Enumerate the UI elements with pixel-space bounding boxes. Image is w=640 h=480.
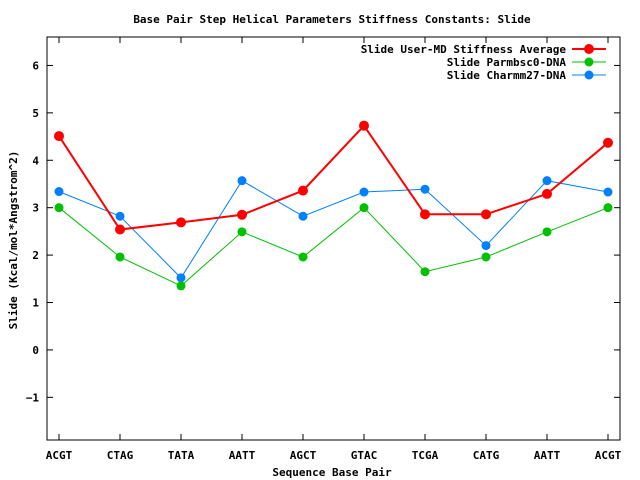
x-tick-label: TATA xyxy=(168,449,195,462)
x-tick-label: ACGT xyxy=(595,449,622,462)
data-point xyxy=(359,203,369,213)
series-layer xyxy=(54,120,613,291)
y-tick-label: 1 xyxy=(32,297,39,310)
y-tick-label: 2 xyxy=(32,249,39,262)
legend-label: Slide Parmbsc0-DNA xyxy=(447,56,567,69)
data-point xyxy=(298,211,308,221)
data-point xyxy=(420,209,430,220)
data-point xyxy=(54,131,64,142)
series-3 xyxy=(54,176,613,283)
x-tick-label: ACGT xyxy=(46,449,73,462)
x-tick-label: AATT xyxy=(229,449,256,462)
data-point xyxy=(298,185,308,196)
data-point xyxy=(603,187,613,197)
data-point xyxy=(481,252,491,262)
data-point xyxy=(481,241,491,251)
data-point xyxy=(359,187,369,197)
data-point xyxy=(420,267,430,277)
y-tick-label: 3 xyxy=(32,202,39,215)
y-tick-label: 6 xyxy=(32,59,39,72)
data-point xyxy=(54,187,64,197)
chart-title: Base Pair Step Helical Parameters Stiffn… xyxy=(133,13,531,26)
series-2 xyxy=(54,203,613,291)
y-tick-label: −1 xyxy=(26,391,40,404)
data-point xyxy=(542,227,552,237)
legend-marker xyxy=(584,57,594,67)
data-point xyxy=(176,217,186,228)
data-point xyxy=(298,252,308,262)
legend-label: Slide Charmm27-DNA xyxy=(447,69,567,82)
series-line xyxy=(58,207,609,287)
plot-axes: −1 0 1 2 3 4 5 6 ACGT CTAG TATA AATT AGCT GTAC TCGA CAT… xyxy=(26,36,622,462)
y-tick-label: 5 xyxy=(32,107,39,120)
series-line xyxy=(58,124,609,231)
data-point xyxy=(237,209,247,220)
x-tick-label: CATG xyxy=(473,449,500,462)
x-tick-label: GTAC xyxy=(351,449,378,462)
data-point xyxy=(115,211,125,221)
data-point xyxy=(115,224,125,235)
x-tick-label: AATT xyxy=(534,449,561,462)
data-point xyxy=(542,188,552,199)
y-tick-label: 4 xyxy=(32,154,39,167)
legend-marker xyxy=(584,44,594,54)
x-tick-label: CTAG xyxy=(107,449,134,462)
data-point xyxy=(542,176,552,186)
data-point xyxy=(481,209,491,220)
data-point xyxy=(237,176,247,186)
data-point xyxy=(359,120,369,131)
data-point xyxy=(176,281,186,291)
series-1 xyxy=(54,120,613,235)
data-point xyxy=(603,137,613,148)
data-point xyxy=(115,252,125,262)
legend-label: Slide User-MD Stiffness Average xyxy=(361,43,567,56)
series-line xyxy=(58,180,609,279)
plot-frame xyxy=(46,36,621,441)
data-point xyxy=(237,227,247,237)
x-tick-label: TCGA xyxy=(412,449,439,462)
data-point xyxy=(54,203,64,213)
x-axis-label: Sequence Base Pair xyxy=(272,466,392,479)
data-point xyxy=(420,184,430,194)
data-point xyxy=(176,273,186,283)
y-tick-label: 0 xyxy=(32,344,39,357)
legend-marker xyxy=(584,70,594,80)
y-axis-label: Slide (Kcal/mol*Angstrom^2) xyxy=(7,151,20,330)
x-tick-label: AGCT xyxy=(290,449,317,462)
data-point xyxy=(603,203,613,213)
